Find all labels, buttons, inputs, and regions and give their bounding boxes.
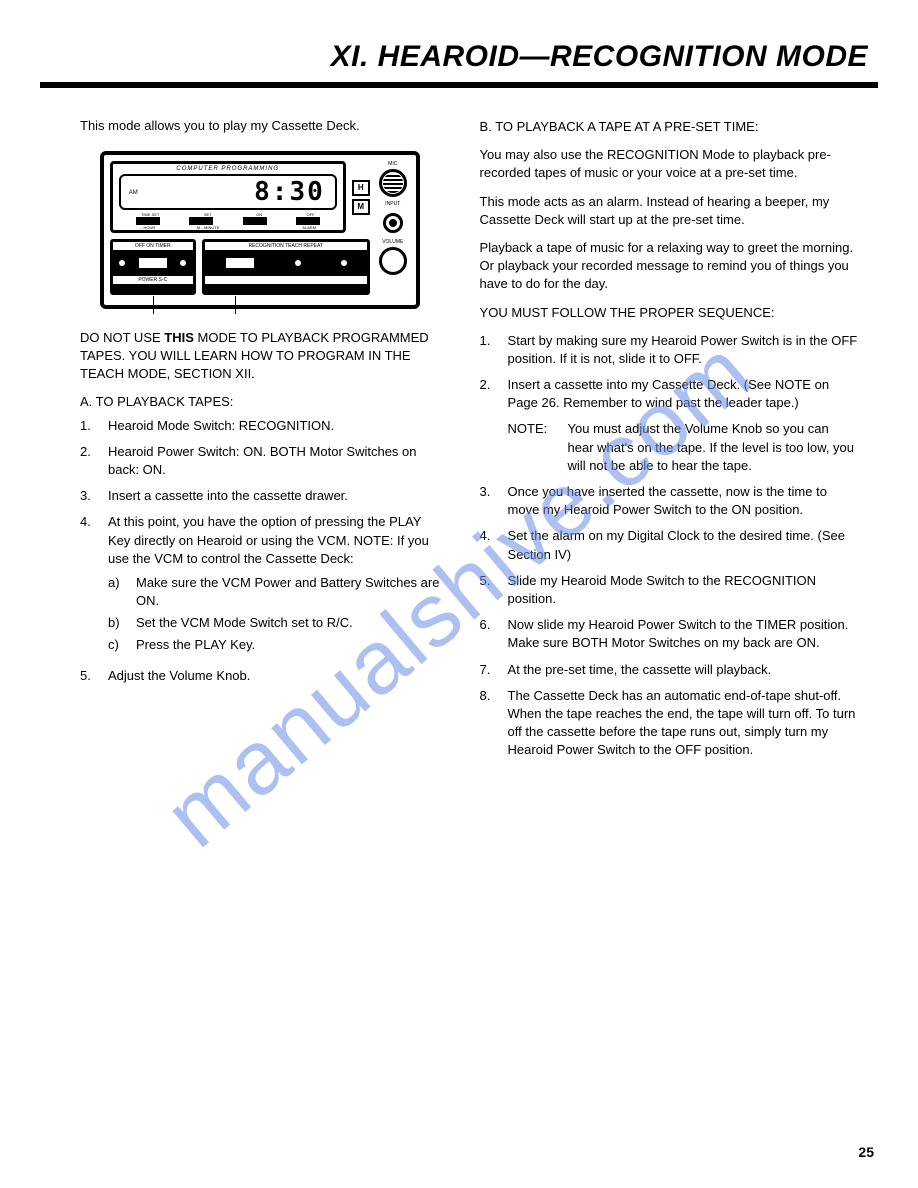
- clock-button: [189, 217, 213, 225]
- section-b-label: B. TO PLAYBACK A TAPE AT A PRE-SET TIME:: [480, 118, 858, 136]
- volume-label: VOLUME: [382, 239, 403, 245]
- paragraph: You may also use the RECOGNITION Mode to…: [480, 146, 858, 182]
- list-item: 4. At this point, you have the option of…: [80, 513, 440, 658]
- list-item: 5.Slide my Hearoid Mode Switch to the RE…: [480, 572, 858, 608]
- section-b-list: 1.Start by making sure my Hearoid Power …: [480, 332, 858, 413]
- sub-list: a)Make sure the VCM Power and Battery Sw…: [108, 574, 440, 655]
- section-a-list: 1.Hearoid Mode Switch: RECOGNITION. 2.He…: [80, 417, 440, 685]
- alarm-label: ALARM: [302, 225, 316, 230]
- list-item: 7.At the pre-set time, the cassette will…: [480, 661, 858, 679]
- h-box: H: [352, 180, 370, 196]
- list-item: 6.Now slide my Hearoid Power Switch to t…: [480, 616, 858, 652]
- list-item: 4.Set the alarm on my Digital Clock to t…: [480, 527, 858, 563]
- list-item: 1.Hearoid Mode Switch: RECOGNITION.: [80, 417, 440, 435]
- list-item: 3.Once you have inserted the cassette, n…: [480, 483, 858, 519]
- power-sc-label: POWER S-C: [113, 276, 193, 284]
- clock-lcd: AM 8:30: [119, 174, 337, 210]
- input-label: INPUT: [385, 201, 400, 207]
- hour-label: ←HOUR: [139, 225, 155, 230]
- recognition-label: RECOGNITION TEACH REPEAT: [248, 243, 323, 249]
- sub-item: b)Set the VCM Mode Switch set to R/C.: [108, 614, 440, 632]
- mic-input-box: MIC INPUT: [376, 161, 410, 233]
- list-item: 2.Insert a cassette into my Cassette Dec…: [480, 376, 858, 412]
- input-jack-icon: [383, 213, 403, 233]
- list-item: 8.The Cassette Deck has an automatic end…: [480, 687, 858, 760]
- control-panel-diagram: COMPUTER PROGRAMMING AM 8:30 TIME SET SE…: [100, 151, 420, 309]
- paragraph: This mode acts as an alarm. Instead of h…: [480, 193, 858, 229]
- list-item: 1.Start by making sure my Hearoid Power …: [480, 332, 858, 368]
- sub-item: a)Make sure the VCM Power and Battery Sw…: [108, 574, 440, 610]
- off-on-timer-label: OFF ON TIMER: [135, 243, 171, 249]
- m-box: M: [352, 199, 370, 215]
- clock-button: [136, 217, 160, 225]
- note-text: You must adjust the Volume Knob so you c…: [568, 420, 858, 475]
- clock-time: 8:30: [254, 177, 325, 207]
- left-column: ✓ This mode allows you to play my Casset…: [80, 118, 440, 767]
- paragraph: YOU MUST FOLLOW THE PROPER SEQUENCE:: [480, 304, 858, 322]
- clock-frame: COMPUTER PROGRAMMING AM 8:30 TIME SET SE…: [110, 161, 346, 233]
- clock-top-label: COMPUTER PROGRAMMING: [113, 166, 343, 172]
- note-block: NOTE: You must adjust the Volume Knob so…: [508, 420, 858, 475]
- intro-text: This mode allows you to play my Cassette…: [80, 118, 440, 133]
- right-column: B. TO PLAYBACK A TAPE AT A PRE-SET TIME:…: [480, 118, 858, 767]
- power-switch-panel: OFF ON TIMER POWER S-C: [110, 239, 196, 295]
- volume-box: VOLUME: [376, 239, 410, 295]
- list-item: 5.Adjust the Volume Knob.: [80, 667, 440, 685]
- clock-button: [243, 217, 267, 225]
- sub-item: c)Press the PLAY Key.: [108, 636, 440, 654]
- hm-box: H M: [352, 161, 370, 233]
- page-header: XI. HEAROID—RECOGNITION MODE: [40, 40, 878, 74]
- content-columns: ✓ This mode allows you to play my Casset…: [40, 118, 878, 767]
- page-title: XI. HEAROID—RECOGNITION MODE: [331, 40, 868, 73]
- clock-am: AM: [129, 190, 138, 196]
- note-label: NOTE:: [508, 420, 558, 475]
- clock-button: [296, 217, 320, 225]
- mode-switch-panel: RECOGNITION TEACH REPEAT: [202, 239, 370, 295]
- paragraph: Playback a tape of music for a relaxing …: [480, 239, 858, 294]
- minute-label: M→MINUTE: [197, 225, 220, 230]
- section-a-label: A. TO PLAYBACK TAPES:: [80, 394, 440, 409]
- section-b-list-cont: 3.Once you have inserted the cassette, n…: [480, 483, 858, 759]
- mic-label: MIC: [388, 161, 397, 167]
- mic-icon: [379, 169, 407, 197]
- header-rule: [40, 82, 878, 88]
- list-item: 2.Hearoid Power Switch: ON. BOTH Motor S…: [80, 443, 440, 479]
- list-item: 3.Insert a cassette into the cassette dr…: [80, 487, 440, 505]
- volume-knob-icon: [379, 247, 407, 275]
- page-number: 25: [858, 1144, 874, 1160]
- warning-text: DO NOT USE THIS MODE TO PLAYBACK PROGRAM…: [80, 329, 440, 384]
